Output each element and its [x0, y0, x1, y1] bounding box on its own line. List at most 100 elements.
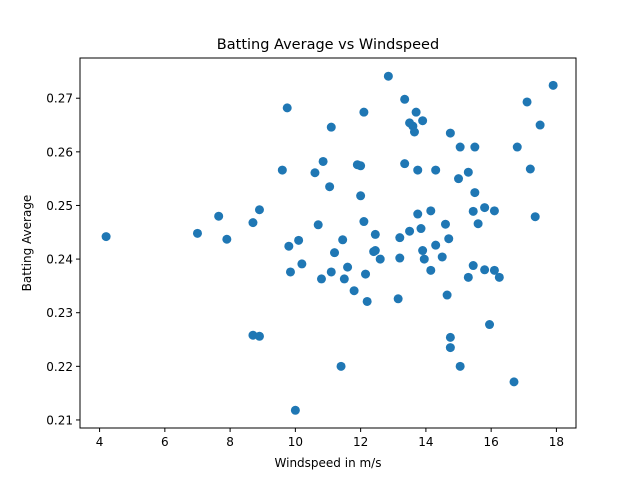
- data-point: [370, 246, 380, 256]
- data-point: [254, 331, 264, 341]
- data-point: [395, 233, 405, 243]
- data-point: [318, 156, 328, 166]
- data-point: [470, 188, 480, 198]
- data-point: [325, 182, 335, 192]
- data-point: [463, 272, 473, 282]
- x-tick-label: 14: [418, 435, 433, 449]
- data-point: [370, 229, 380, 239]
- data-point: [480, 265, 490, 275]
- data-point: [277, 165, 287, 175]
- data-point: [405, 226, 415, 236]
- data-point: [445, 343, 455, 353]
- data-point: [413, 209, 423, 219]
- data-point: [431, 240, 441, 250]
- y-tick-label: 0.24: [46, 253, 73, 267]
- data-point: [468, 206, 478, 216]
- y-tick-label: 0.26: [46, 145, 73, 159]
- data-point: [336, 361, 346, 371]
- data-point: [416, 224, 426, 234]
- chart-title: Batting Average vs Windspeed: [217, 37, 439, 53]
- data-point: [361, 269, 371, 279]
- y-tick-label: 0.27: [46, 92, 73, 106]
- data-point: [489, 206, 499, 216]
- data-point: [468, 261, 478, 271]
- data-point: [326, 267, 336, 277]
- x-axis-ticks: 4 6 8 10 12 14 16 18: [96, 428, 564, 449]
- data-point: [282, 103, 292, 113]
- data-point: [284, 241, 294, 251]
- data-point: [294, 235, 304, 245]
- x-tick-label: 6: [161, 435, 169, 449]
- data-point: [548, 80, 558, 90]
- data-point: [339, 274, 349, 284]
- data-point: [437, 252, 447, 262]
- data-point: [313, 220, 323, 230]
- x-tick-label: 18: [549, 435, 564, 449]
- data-point: [413, 165, 423, 175]
- data-point: [101, 232, 111, 242]
- plot-frame: [79, 57, 577, 429]
- y-tick-label: 0.25: [46, 199, 73, 213]
- data-point: [395, 253, 405, 263]
- y-tick-label: 0.21: [46, 413, 73, 427]
- data-point: [512, 142, 522, 152]
- data-point: [383, 71, 393, 81]
- data-point: [338, 235, 348, 245]
- data-point: [248, 218, 258, 228]
- y-axis-ticks: 0.21 0.22 0.23 0.24 0.25 0.26 0.27: [46, 92, 80, 427]
- x-axis-label: Windspeed in m/s: [275, 456, 382, 470]
- data-point: [455, 142, 465, 152]
- data-point: [297, 259, 307, 269]
- data-point: [411, 107, 421, 117]
- data-point: [525, 164, 535, 174]
- data-point: [254, 205, 264, 215]
- data-point: [214, 211, 224, 221]
- x-tick-label: 10: [288, 435, 303, 449]
- data-point: [362, 296, 372, 306]
- data-point: [285, 267, 295, 277]
- data-point: [445, 332, 455, 342]
- data-point: [330, 248, 340, 258]
- data-point: [310, 168, 320, 178]
- data-point: [463, 167, 473, 177]
- data-point: [400, 159, 410, 169]
- data-point: [359, 217, 369, 227]
- data-point: [419, 254, 429, 264]
- data-point: [316, 274, 326, 284]
- data-point: [480, 203, 490, 213]
- y-axis-label: Batting Average: [20, 195, 34, 292]
- data-point: [356, 191, 366, 201]
- data-point: [418, 116, 428, 126]
- data-point: [473, 219, 483, 229]
- data-point: [494, 272, 504, 282]
- data-point: [431, 165, 441, 175]
- data-point: [393, 294, 403, 304]
- data-point: [489, 265, 499, 275]
- x-tick-label: 4: [96, 435, 104, 449]
- data-point: [356, 161, 366, 171]
- data-point: [535, 120, 545, 130]
- data-point: [509, 377, 519, 387]
- data-point: [326, 122, 336, 132]
- data-point: [375, 254, 385, 264]
- data-point: [426, 265, 436, 275]
- data-point: [426, 206, 436, 216]
- data-point: [454, 174, 464, 184]
- x-tick-label: 16: [484, 435, 499, 449]
- y-tick-label: 0.23: [46, 306, 73, 320]
- data-point: [418, 246, 428, 256]
- data-point: [409, 127, 419, 137]
- x-tick-label: 8: [226, 435, 234, 449]
- data-point: [522, 97, 532, 107]
- data-point: [290, 405, 300, 415]
- data-point: [442, 290, 452, 300]
- data-point: [445, 128, 455, 138]
- data-point: [470, 142, 480, 152]
- data-points: [101, 71, 558, 415]
- data-point: [222, 234, 232, 244]
- data-point: [359, 107, 369, 117]
- data-point: [444, 234, 454, 244]
- data-point: [530, 212, 540, 222]
- y-tick-label: 0.22: [46, 360, 73, 374]
